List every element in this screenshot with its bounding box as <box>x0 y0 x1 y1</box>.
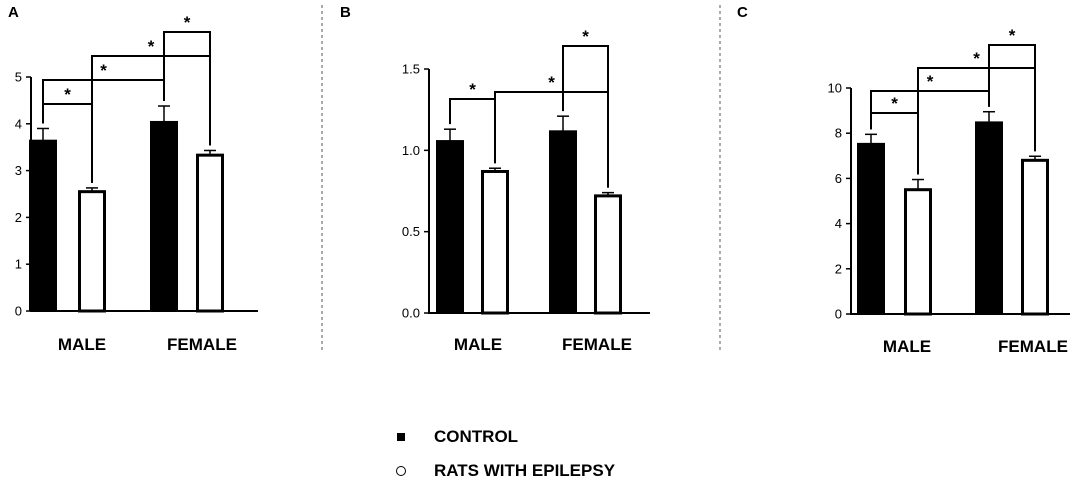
panel-letter: B <box>340 4 351 21</box>
bar-epilepsy <box>78 190 106 313</box>
significance-star: * <box>582 27 589 46</box>
y-tick-label: 0.0 <box>402 306 420 321</box>
y-tick-label: 4 <box>835 216 842 231</box>
panel-letter: A <box>8 4 19 21</box>
bar-control <box>436 140 464 314</box>
bar-control <box>29 139 57 312</box>
significance-bracket <box>42 79 165 124</box>
legend-label-control: CONTROL <box>434 427 519 446</box>
bar-control <box>975 121 1003 315</box>
bar-epilepsy <box>196 153 224 313</box>
bar-control <box>549 130 577 314</box>
y-tick-label: 5 <box>15 70 22 85</box>
panel-a: A 0 1 2 3 4 5 MALE FEMALE * * * * <box>8 4 258 354</box>
y-tick-label: 2 <box>835 261 842 276</box>
panel-letter: C <box>737 4 748 21</box>
bar-epilepsy <box>904 188 932 316</box>
x-category-label: MALE <box>883 337 931 356</box>
significance-bracket <box>917 67 1036 175</box>
panels: A 0 1 2 3 4 5 MALE FEMALE * * * * B 0.0 0.5 1.0 1.5 MALE FE… <box>8 4 1070 356</box>
legend-marker-control <box>394 433 424 441</box>
significance-star: * <box>469 80 476 99</box>
panel-b: B 0.0 0.5 1.0 1.5 MALE FEMALE * * * <box>340 4 650 354</box>
filled-square-icon <box>397 433 405 441</box>
significance-star: * <box>927 72 934 91</box>
y-tick-label: 3 <box>15 163 22 178</box>
significance-star: * <box>1009 26 1016 45</box>
open-circle-icon <box>396 466 406 476</box>
y-tick-label: 1.5 <box>402 62 420 77</box>
y-tick-label: 1.0 <box>402 143 420 158</box>
y-tick-label: 0 <box>835 307 842 322</box>
y-tick-label: 10 <box>828 81 842 96</box>
significance-bracket <box>494 91 609 188</box>
legend-item-control: CONTROL <box>394 420 615 454</box>
significance-star: * <box>891 94 898 113</box>
y-tick-label: 1 <box>15 257 22 272</box>
y-tick-label: 4 <box>15 116 22 131</box>
panel-c: C 0 2 4 6 8 10 MALE FEMALE * * * * <box>737 4 1070 356</box>
bar-epilepsy <box>481 169 509 315</box>
significance-bracket <box>870 90 990 130</box>
significance-star: * <box>100 61 107 80</box>
x-category-label: MALE <box>454 335 502 354</box>
x-category-label: FEMALE <box>562 335 632 354</box>
significance-bracket <box>91 55 211 183</box>
significance-star: * <box>973 49 980 68</box>
bar-control <box>150 120 178 312</box>
y-tick-label: 0 <box>15 304 22 319</box>
y-tick-label: 0.5 <box>402 224 420 239</box>
legend: CONTROL RATS WITH EPILEPSY <box>394 420 615 488</box>
legend-item-epilepsy: RATS WITH EPILEPSY <box>394 454 615 488</box>
significance-star: * <box>148 37 155 56</box>
y-tick-label: 6 <box>835 171 842 186</box>
x-category-label: MALE <box>58 335 106 354</box>
significance-star: * <box>184 13 191 32</box>
y-tick-label: 8 <box>835 126 842 141</box>
legend-label-epilepsy: RATS WITH EPILEPSY <box>434 461 616 480</box>
x-category-label: FEMALE <box>167 335 237 354</box>
y-tick-label: 2 <box>15 210 22 225</box>
significance-star: * <box>548 73 555 92</box>
bar-epilepsy <box>1021 158 1049 316</box>
x-category-label: FEMALE <box>998 337 1068 356</box>
legend-marker-epilepsy <box>394 466 424 476</box>
significance-star: * <box>64 85 71 104</box>
bar-control <box>857 142 885 315</box>
bar-epilepsy <box>594 194 622 315</box>
